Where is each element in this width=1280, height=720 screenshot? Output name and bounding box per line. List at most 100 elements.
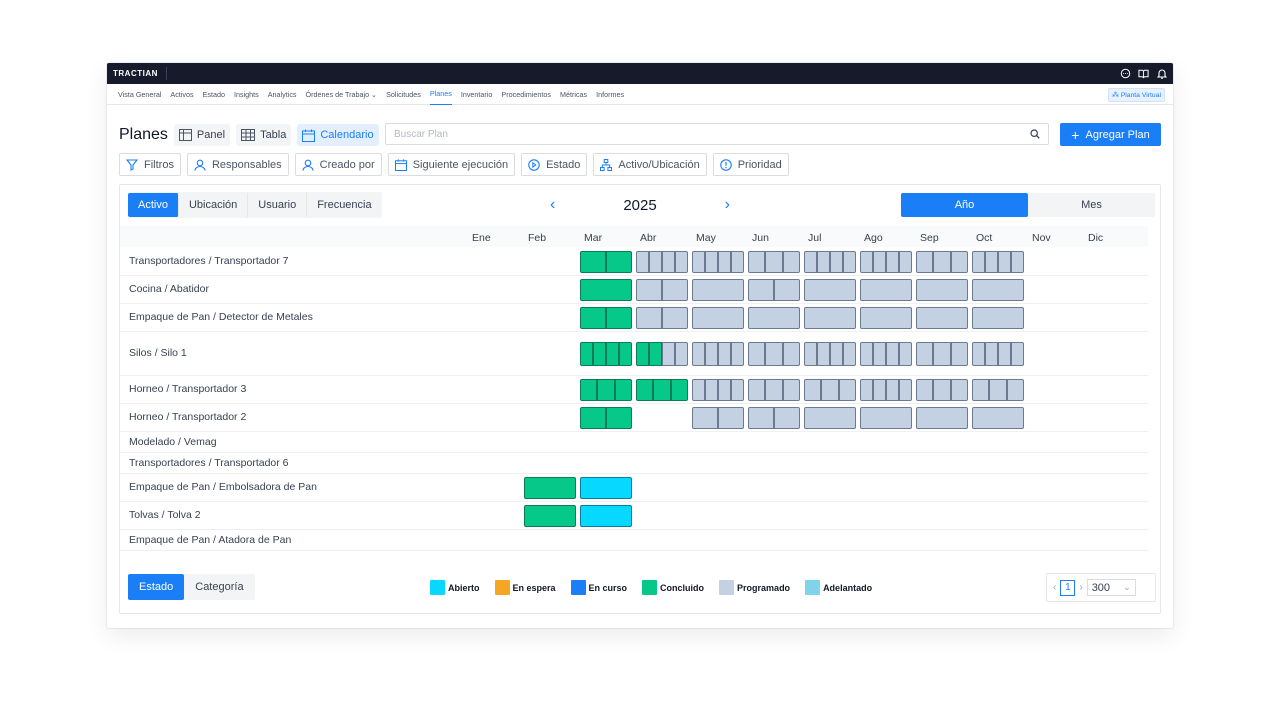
plan-execution-prog[interactable]	[718, 407, 744, 429]
plan-execution-prog[interactable]	[860, 379, 873, 401]
plan-execution-prog[interactable]	[774, 279, 800, 301]
plan-execution-prog[interactable]	[649, 251, 662, 273]
plan-execution-prog[interactable]	[731, 379, 744, 401]
plan-row[interactable]: Empaque de Pan / Embolsadora de Pan	[120, 474, 1148, 502]
nav-item-inventario[interactable]: Inventario	[460, 89, 493, 99]
plan-execution-prog[interactable]	[950, 251, 968, 273]
plan-execution-prog[interactable]	[860, 279, 912, 301]
plan-execution-prog[interactable]	[899, 251, 912, 273]
view-calendar-button[interactable]: Calendario	[297, 124, 379, 146]
plan-execution-prog[interactable]	[860, 342, 873, 366]
plan-row[interactable]: Transportadores / Transportador 6	[120, 453, 1148, 474]
plan-execution-prog[interactable]	[843, 251, 856, 273]
plan-execution-done[interactable]	[580, 251, 606, 273]
plan-execution-prog[interactable]	[860, 307, 912, 329]
plan-execution-prog[interactable]	[886, 251, 899, 273]
filter-siguiente-ejecucion-button[interactable]: Siguiente ejecución	[387, 153, 516, 176]
plan-execution-prog[interactable]	[933, 251, 951, 273]
legend-tab-categoria[interactable]: Categoría	[195, 581, 244, 593]
plan-execution-done[interactable]	[606, 307, 632, 329]
plan-execution-prog[interactable]	[748, 307, 800, 329]
plan-execution-prog[interactable]	[916, 279, 968, 301]
view-panel-button[interactable]: Panel	[173, 124, 231, 146]
plan-execution-done[interactable]	[524, 477, 576, 499]
plan-execution-done[interactable]	[580, 279, 632, 301]
plan-execution-prog[interactable]	[972, 307, 1024, 329]
plan-execution-prog[interactable]	[636, 251, 649, 273]
plan-execution-prog[interactable]	[662, 307, 688, 329]
plan-execution-prog[interactable]	[636, 307, 662, 329]
search-icon[interactable]	[1030, 129, 1040, 139]
plan-row[interactable]: Tolvas / Tolva 2	[120, 502, 1148, 530]
plan-execution-prog[interactable]	[636, 279, 662, 301]
plan-execution-prog[interactable]	[748, 251, 766, 273]
nav-item-ordenes-de-trabajo[interactable]: Órdenes de Trabajo ⌄	[305, 89, 378, 99]
plan-execution-done[interactable]	[524, 505, 576, 527]
tab-usuario[interactable]: Usuario	[248, 193, 308, 217]
plan-execution-prog[interactable]	[817, 342, 830, 366]
view-table-button[interactable]: Tabla	[236, 124, 292, 146]
plan-execution-prog[interactable]	[933, 342, 951, 366]
filter-prioridad-button[interactable]: Prioridad	[712, 153, 789, 176]
plan-execution-prog[interactable]	[804, 342, 817, 366]
plan-execution-prog[interactable]	[886, 379, 899, 401]
plan-row[interactable]: Silos / Silo 1	[120, 332, 1148, 376]
nav-item-informes[interactable]: Informes	[596, 89, 625, 99]
plan-execution-prog[interactable]	[1011, 342, 1024, 366]
filter-estado-button[interactable]: Estado	[521, 153, 588, 176]
nav-item-solicitudes[interactable]: Solicitudes	[386, 89, 421, 99]
plan-execution-prog[interactable]	[675, 251, 688, 273]
plan-execution-prog[interactable]	[998, 342, 1011, 366]
nav-item-metricas[interactable]: Métricas	[559, 89, 588, 99]
plan-execution-prog[interactable]	[972, 407, 1024, 429]
plan-execution-done[interactable]	[636, 342, 649, 366]
next-page-icon[interactable]: ›	[1079, 582, 1083, 593]
plan-execution-prog[interactable]	[692, 342, 705, 366]
plan-execution-prog[interactable]	[873, 379, 886, 401]
plan-execution-prog[interactable]	[873, 342, 886, 366]
plan-execution-prog[interactable]	[804, 407, 856, 429]
nav-item-activos[interactable]: Activos	[170, 89, 194, 99]
plan-row[interactable]: Empaque de Pan / Detector de Metales	[120, 304, 1148, 332]
plan-execution-prog[interactable]	[950, 342, 968, 366]
plan-execution-prog[interactable]	[662, 251, 675, 273]
plan-execution-prog[interactable]	[692, 307, 744, 329]
nav-item-insights[interactable]: Insights	[233, 89, 259, 99]
plan-execution-prog[interactable]	[916, 342, 934, 366]
plan-execution-prog[interactable]	[886, 342, 899, 366]
plan-execution-prog[interactable]	[692, 379, 705, 401]
nav-item-planes[interactable]: Planes	[429, 84, 452, 105]
mode-mes-button[interactable]: Mes	[1081, 199, 1102, 211]
next-year-icon[interactable]: ›	[724, 196, 730, 213]
plan-execution-prog[interactable]	[804, 307, 856, 329]
plan-execution-prog[interactable]	[916, 307, 968, 329]
plan-execution-prog[interactable]	[662, 279, 688, 301]
prev-year-icon[interactable]: ‹	[550, 196, 556, 213]
plan-execution-prog[interactable]	[838, 379, 856, 401]
plan-row[interactable]: Cocina / Abatidor	[120, 276, 1148, 304]
plan-execution-prog[interactable]	[817, 251, 830, 273]
plan-execution-open[interactable]	[580, 477, 632, 499]
plan-execution-done[interactable]	[580, 379, 598, 401]
plan-execution-prog[interactable]	[899, 342, 912, 366]
search-input[interactable]: Buscar Plan	[385, 123, 1049, 145]
plan-execution-prog[interactable]	[950, 379, 968, 401]
nav-item-estado[interactable]: Estado	[202, 89, 225, 99]
tractian-logo[interactable]: TRACTIAN	[113, 67, 167, 80]
plan-row[interactable]: Empaque de Pan / Atadora de Pan	[120, 530, 1148, 551]
plan-row[interactable]: Horneo / Transportador 2	[120, 404, 1148, 432]
add-plan-button[interactable]: + Agregar Plan	[1060, 123, 1161, 146]
plan-execution-done[interactable]	[593, 342, 606, 366]
tab-frecuencia[interactable]: Frecuencia	[317, 199, 372, 211]
plan-execution-prog[interactable]	[748, 407, 774, 429]
plan-execution-prog[interactable]	[1011, 251, 1024, 273]
plan-execution-prog[interactable]	[765, 342, 783, 366]
plan-execution-prog[interactable]	[804, 379, 822, 401]
plan-execution-done[interactable]	[614, 379, 632, 401]
plan-execution-done[interactable]	[670, 379, 688, 401]
page-size-select[interactable]: 300 ⌄	[1086, 579, 1136, 596]
plan-execution-done[interactable]	[606, 251, 632, 273]
filter-responsables-button[interactable]: Responsables	[186, 153, 289, 176]
filter-creado-por-button[interactable]: Creado por	[294, 153, 382, 176]
plan-execution-prog[interactable]	[782, 379, 800, 401]
